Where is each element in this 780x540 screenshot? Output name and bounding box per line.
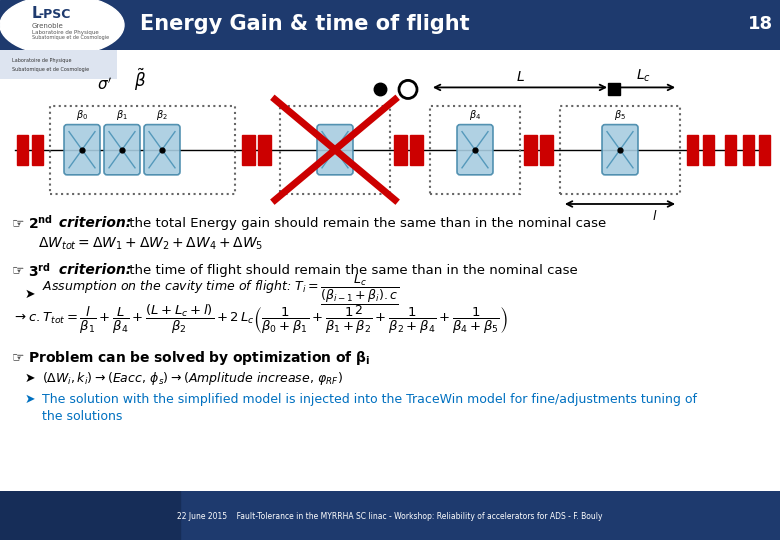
Text: The solution with the simplified model is injected into the TraceWin model for f: The solution with the simplified model i…	[42, 394, 697, 407]
Text: $\mathbf{Problem\ can\ be\ solved\ by\ optimization\ of\ \beta_i}$: $\mathbf{Problem\ can\ be\ solved\ by\ o…	[28, 349, 370, 367]
Text: $\mathbf{3^{rd}}$: $\mathbf{3^{rd}}$	[28, 261, 51, 279]
Bar	[280, 105, 390, 194]
Text: ➤: ➤	[25, 373, 36, 386]
Bar	[393, 134, 406, 165]
Bar	[430, 105, 520, 194]
Bar	[743, 134, 753, 165]
FancyBboxPatch shape	[64, 125, 100, 175]
Bar	[50, 105, 235, 194]
Text: criterion:: criterion:	[54, 264, 131, 278]
Text: $\beta_0$: $\beta_0$	[76, 107, 88, 122]
Text: Assumption on the cavity time of flight: $T_i = \dfrac{L_c}{\dfrac{(\beta_{i-1}+: Assumption on the cavity time of flight:…	[42, 272, 400, 317]
Text: $(\Delta W_i, k_i) \rightarrow (Eacc,\, \phi_s) \rightarrow (Amplitude\ increase: $(\Delta W_i, k_i) \rightarrow (Eacc,\, …	[42, 370, 343, 387]
Text: Laboratoire de Physique: Laboratoire de Physique	[12, 58, 71, 63]
Bar	[0, 491, 180, 540]
Bar	[560, 105, 680, 194]
Bar	[686, 134, 697, 165]
Text: $\beta_4$: $\beta_4$	[469, 107, 481, 122]
Text: the solutions: the solutions	[42, 409, 122, 422]
Text: Subatomique et de Cosmologie: Subatomique et de Cosmologie	[12, 66, 89, 72]
Text: 18: 18	[748, 15, 773, 33]
Text: Subatomique et de Cosmologie: Subatomique et de Cosmologie	[32, 35, 109, 40]
Text: $\rightarrow c.T_{tot} = \dfrac{l}{\beta_1} + \dfrac{L}{\beta_4} + \dfrac{(L+L_c: $\rightarrow c.T_{tot} = \dfrac{l}{\beta…	[12, 303, 508, 336]
Text: criterion:: criterion:	[54, 216, 131, 230]
FancyBboxPatch shape	[317, 125, 353, 175]
Bar	[725, 134, 736, 165]
Bar	[242, 134, 254, 165]
Text: the total Energy gain should remain the same than in the nominal case: the total Energy gain should remain the …	[125, 217, 606, 230]
Bar	[523, 134, 537, 165]
Text: $\mathbf{2^{nd}}$: $\mathbf{2^{nd}}$	[28, 214, 53, 232]
Text: L: L	[32, 6, 41, 21]
Bar	[257, 134, 271, 165]
Bar	[16, 134, 27, 165]
Text: ☞: ☞	[12, 216, 24, 230]
Text: $L_c$: $L_c$	[636, 68, 651, 84]
Text: Energy Gain & time of flight: Energy Gain & time of flight	[140, 14, 470, 34]
Text: ☞: ☞	[12, 264, 24, 278]
FancyBboxPatch shape	[602, 125, 638, 175]
Text: $\Delta W_{tot} = \Delta W_1 + \Delta W_2 +\Delta W_4 + \Delta W_5$: $\Delta W_{tot} = \Delta W_1 + \Delta W_…	[38, 236, 264, 252]
Text: $\sigma'$: $\sigma'$	[98, 77, 112, 93]
Bar	[410, 134, 423, 165]
Text: ➤: ➤	[25, 288, 36, 301]
Ellipse shape	[0, 0, 124, 55]
Text: the time of flight should remain the same than in the nominal case: the time of flight should remain the sam…	[125, 264, 578, 277]
Text: $\tilde{\beta}$: $\tilde{\beta}$	[134, 67, 146, 93]
FancyBboxPatch shape	[144, 125, 180, 175]
Text: 22 June 2015    Fault-Tolerance in the MYRRHA SC linac - Workshop: Reliability o: 22 June 2015 Fault-Tolerance in the MYRR…	[177, 512, 603, 521]
Text: Grenoble: Grenoble	[32, 23, 64, 29]
Text: $\beta_5$: $\beta_5$	[614, 107, 626, 122]
FancyBboxPatch shape	[104, 125, 140, 175]
Text: ☞: ☞	[12, 351, 24, 364]
Text: -PSC: -PSC	[38, 8, 70, 21]
Text: ➤: ➤	[25, 394, 36, 407]
Bar	[758, 134, 770, 165]
Text: $\beta_2$: $\beta_2$	[156, 107, 168, 122]
Bar	[31, 134, 42, 165]
Text: $\beta_1$: $\beta_1$	[116, 107, 128, 122]
Bar	[540, 134, 552, 165]
Text: $L$: $L$	[516, 70, 524, 84]
Text: Laboratoire de Physique: Laboratoire de Physique	[32, 30, 99, 35]
Text: $l$: $l$	[652, 209, 658, 223]
Bar	[703, 134, 714, 165]
Bar	[608, 83, 620, 96]
FancyBboxPatch shape	[457, 125, 493, 175]
